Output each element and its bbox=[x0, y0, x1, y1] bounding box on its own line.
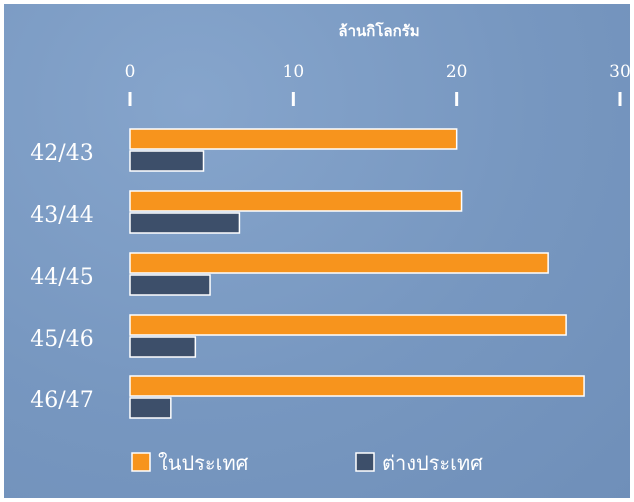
category-labels: 42/43 43/44 44/45 45/46 46/47 bbox=[30, 141, 93, 413]
bar-foreign bbox=[129, 212, 241, 234]
bar-domestic bbox=[129, 190, 463, 212]
bar-foreign bbox=[129, 397, 172, 419]
x-tick-label: 20 bbox=[446, 62, 468, 82]
x-tick-mark bbox=[291, 92, 295, 106]
bar-foreign bbox=[129, 150, 205, 172]
legend-label: ต่างประเทศ bbox=[382, 451, 483, 475]
bar-domestic bbox=[129, 375, 585, 397]
x-tick-label: 30 bbox=[609, 62, 630, 82]
legend-swatch bbox=[355, 452, 375, 472]
legend-label: ในประเทศ bbox=[158, 451, 249, 475]
legend: ในประเทศ ต่างประเทศ bbox=[131, 451, 483, 475]
x-tick-mark bbox=[618, 92, 622, 106]
chart-svg: ล้านกิโลกรัม 0 10 20 30 42/43 43/44 44/45 45/4… bbox=[30, 21, 630, 475]
bar-domestic bbox=[129, 252, 549, 274]
category-label: 43/44 bbox=[30, 203, 93, 228]
bars-group bbox=[129, 128, 585, 419]
chart-panel: ล้านกิโลกรัม 0 10 20 30 42/43 43/44 44/45 45/4… bbox=[4, 4, 630, 498]
x-tick-label: 10 bbox=[283, 62, 305, 82]
category-label: 42/43 bbox=[30, 141, 93, 166]
category-label: 45/46 bbox=[30, 327, 93, 352]
bar-foreign bbox=[129, 336, 197, 358]
x-tick-mark bbox=[128, 92, 132, 106]
bar-domestic bbox=[129, 314, 567, 336]
category-label: 46/47 bbox=[30, 388, 93, 413]
legend-swatch bbox=[131, 452, 151, 472]
bar-domestic bbox=[129, 128, 458, 150]
x-axis-unit-label: ล้านกิโลกรัม bbox=[338, 21, 419, 40]
x-axis-ticks: 0 10 20 30 bbox=[125, 62, 630, 106]
bar-foreign bbox=[129, 274, 211, 296]
category-label: 44/45 bbox=[30, 265, 93, 290]
x-tick-mark bbox=[455, 92, 459, 106]
x-tick-label: 0 bbox=[125, 62, 136, 82]
